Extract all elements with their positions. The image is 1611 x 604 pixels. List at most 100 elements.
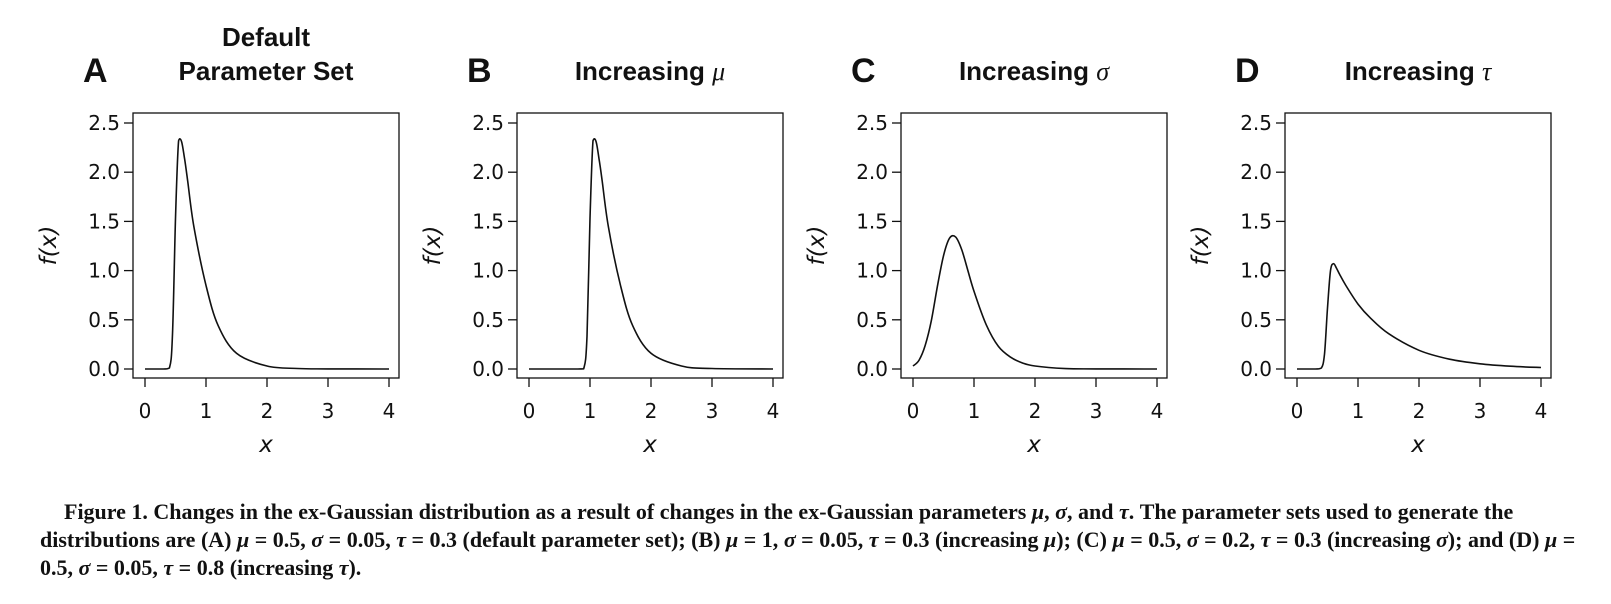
caption-symbol: σ [311, 527, 324, 552]
panel-letter: C [851, 52, 876, 90]
chart-panel-d: D Increasing τ 0.0 0.5 1.0 1.5 2.0 2.5 0 1 2 3 4 x f(x… [1188, 52, 1552, 458]
y-tick-label: 0.5 [1240, 308, 1272, 332]
x-tick-label: 1 [200, 399, 213, 423]
y-tick-label: 2.5 [856, 111, 888, 135]
caption-text: = 0.05, [90, 555, 164, 580]
caption-text: , [1044, 499, 1056, 524]
caption-symbol: σ [783, 527, 796, 552]
caption-symbol: μ [237, 527, 250, 552]
y-tick-label: 1.0 [856, 259, 888, 283]
x-axis-label: x [1410, 432, 1425, 458]
y-axis-label: f(x) [420, 226, 446, 266]
x-tick-label: 2 [1029, 399, 1042, 423]
caption-text: ); and (D) [1447, 527, 1545, 552]
caption-text: . The parameter sets used to generate th… [40, 499, 1514, 552]
y-tick-label: 1.0 [1240, 259, 1272, 283]
x-tick-label: 1 [968, 399, 981, 423]
chart-title: Increasing τ [1345, 56, 1493, 86]
x-tick-label: 0 [139, 399, 152, 423]
x-tick-label: 4 [1151, 399, 1164, 423]
y-tick-label: 1.0 [472, 259, 504, 283]
panel-letter: A [83, 52, 108, 90]
x-tick-label: 0 [523, 399, 536, 423]
caption-symbol: μ [1112, 527, 1125, 552]
caption-symbol: σ [78, 555, 91, 580]
caption-body: Changes in the ex-Gaussian distribution … [40, 499, 1575, 580]
caption-symbol: σ [1186, 527, 1199, 552]
y-axis-label: f(x) [36, 226, 62, 266]
y-tick-label: 1.5 [1240, 209, 1272, 233]
x-tick-label: 2 [261, 399, 274, 423]
panel-letter: D [1235, 52, 1260, 90]
x-axis-label: x [1026, 432, 1041, 458]
y-tick-label: 2.0 [88, 160, 120, 184]
y-tick-label: 1.5 [88, 209, 120, 233]
caption-symbol: μ [1544, 527, 1558, 552]
plot-frame [1284, 112, 1552, 379]
caption-symbol: μ [1031, 499, 1045, 524]
y-tick-label: 0.0 [472, 357, 504, 381]
x-tick-label: 4 [1535, 399, 1548, 423]
figure-panels: A Default Parameter Set 0.0 0.5 1.0 1.5 2.0 2.5 0… [36, 22, 1552, 458]
chart-title: Increasing σ [959, 56, 1110, 86]
caption-label: Figure 1. [64, 499, 148, 524]
x-tick-label: 3 [706, 399, 719, 423]
caption-text: Changes in the ex-Gaussian distribution … [147, 499, 1032, 524]
caption-text: , and [1066, 499, 1119, 524]
y-axis-label: f(x) [1188, 226, 1214, 266]
x-tick-label: 4 [383, 399, 396, 423]
caption-symbol: τ [163, 555, 174, 580]
x-tick-label: 3 [1090, 399, 1103, 423]
y-tick-label: 2.5 [1240, 111, 1272, 135]
density-curve-d [1297, 262, 1542, 370]
chart-panel-c: C Increasing σ 0.0 0.5 1.0 1.5 2.0 2.5 0 1 2 3 4 x f(x… [804, 52, 1168, 458]
caption-symbol: τ [1260, 527, 1271, 552]
x-tick-label: 3 [322, 399, 335, 423]
y-tick-label: 2.5 [88, 111, 120, 135]
caption-symbol: τ [338, 555, 349, 580]
x-axis-label: x [258, 432, 273, 458]
x-tick-label: 1 [1352, 399, 1365, 423]
y-tick-label: 0.5 [472, 308, 504, 332]
panel-letter: B [467, 52, 492, 90]
y-tick-label: 0.0 [88, 357, 120, 381]
y-axis-label: f(x) [804, 226, 830, 266]
plot-frame [900, 112, 1168, 379]
x-tick-label: 3 [1474, 399, 1487, 423]
caption-text: = 0.8 (increasing [173, 555, 339, 580]
caption-symbol: μ [726, 527, 739, 552]
y-tick-label: 1.5 [856, 209, 888, 233]
density-curve-a [145, 138, 390, 370]
x-tick-label: 0 [907, 399, 920, 423]
x-axis-label: x [642, 432, 657, 458]
caption-symbol: τ [868, 527, 879, 552]
y-tick-label: 2.0 [1240, 160, 1272, 184]
y-tick-label: 2.5 [472, 111, 504, 135]
x-tick-label: 4 [767, 399, 780, 423]
caption-text: = 0.3 (default parameter set); (B) [405, 527, 727, 552]
caption-text: = 1, [738, 527, 784, 552]
chart-title: Parameter Set [179, 56, 354, 86]
y-tick-label: 2.0 [472, 160, 504, 184]
density-curve-c [912, 234, 1158, 370]
y-tick-label: 0.5 [856, 308, 888, 332]
x-tick-label: 2 [1413, 399, 1426, 423]
x-tick-label: 2 [645, 399, 658, 423]
density-curve-b [529, 138, 774, 370]
caption-text: = 0.05, [323, 527, 397, 552]
caption-text: = 0.3 (increasing [1270, 527, 1436, 552]
caption-symbol: τ [1118, 499, 1129, 524]
y-tick-label: 1.5 [472, 209, 504, 233]
chart-title: Increasing μ [575, 56, 725, 86]
x-tick-label: 0 [1291, 399, 1304, 423]
caption-text: = 0.5, [1124, 527, 1187, 552]
y-tick-label: 0.5 [88, 308, 120, 332]
y-tick-label: 2.0 [856, 160, 888, 184]
caption-symbol: τ [396, 527, 406, 552]
caption-text: = 0.5, [249, 527, 312, 552]
caption-text: = 0.2, [1198, 527, 1261, 552]
caption-text: ). [348, 555, 362, 580]
chart-title: Default [222, 22, 310, 52]
caption-symbol: μ [1044, 527, 1057, 552]
chart-panel-a: A Default Parameter Set 0.0 0.5 1.0 1.5 2.0 2.5 0… [36, 22, 400, 458]
